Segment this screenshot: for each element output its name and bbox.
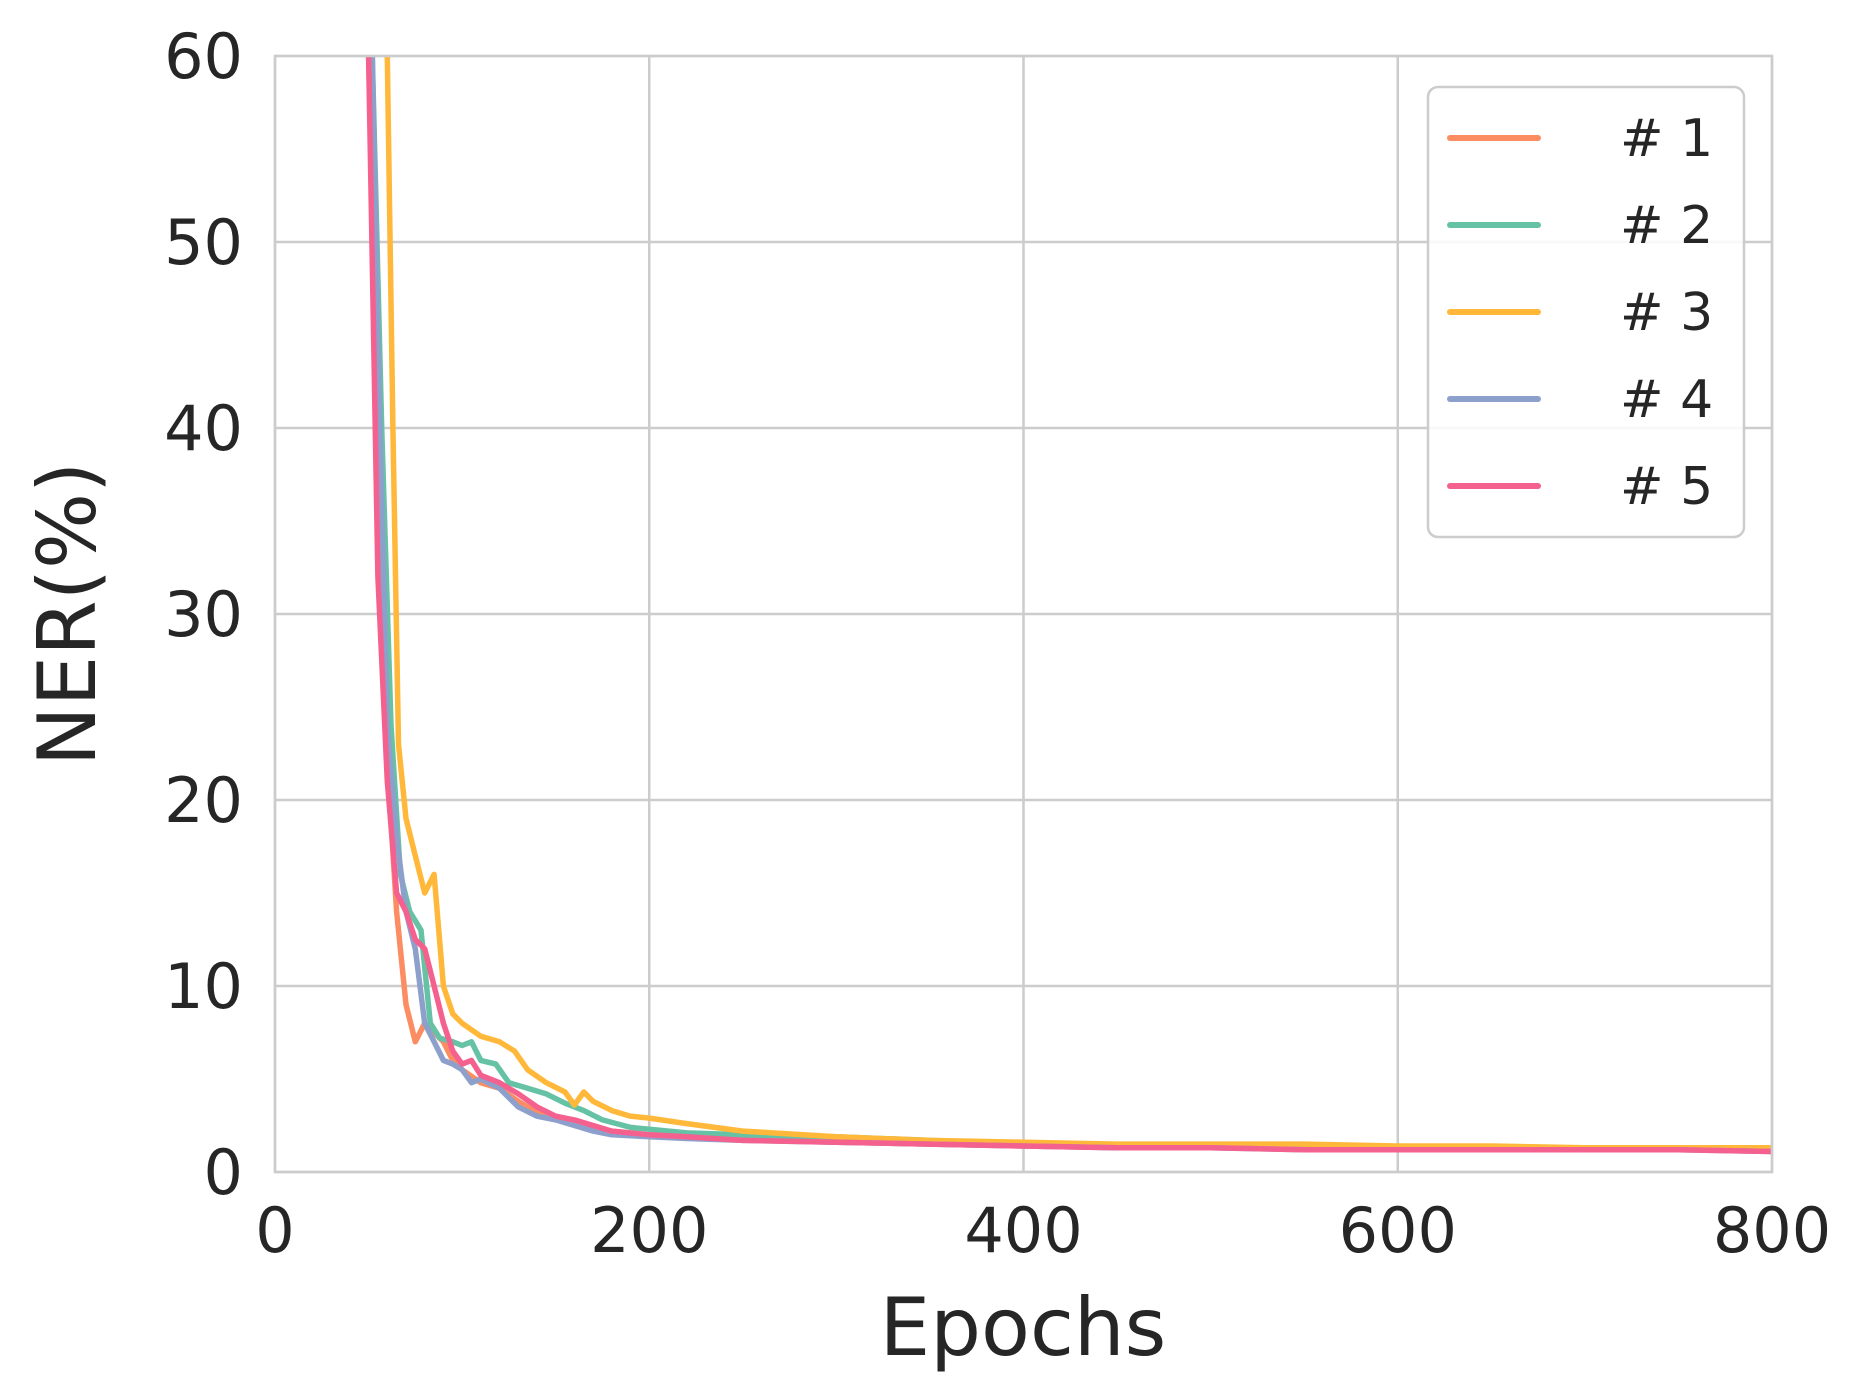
series-line-5 bbox=[365, 56, 1772, 1155]
legend-items: # 1 # 2 # 3 # 4 # 5 bbox=[1447, 109, 1713, 517]
y-tick-label: 50 bbox=[164, 206, 243, 279]
y-tick-label: 30 bbox=[164, 578, 243, 651]
x-axis-label: Epochs bbox=[880, 1281, 1167, 1374]
legend-label: # 2 bbox=[1620, 196, 1713, 256]
legend-label: # 3 bbox=[1620, 283, 1713, 343]
y-tick-labels: 0 10 20 30 40 50 60 bbox=[164, 20, 243, 1209]
series-line-3 bbox=[384, 56, 1772, 1151]
x-tick-labels: 0 200 400 600 800 bbox=[255, 1194, 1831, 1267]
y-tick-label: 0 bbox=[204, 1136, 243, 1209]
x-tick-label: 400 bbox=[964, 1194, 1082, 1267]
x-tick-label: 200 bbox=[590, 1194, 708, 1267]
legend: # 1 # 2 # 3 # 4 # 5 bbox=[1426, 85, 1746, 539]
y-tick-label: 60 bbox=[164, 20, 243, 93]
legend-label: # 1 bbox=[1620, 109, 1713, 169]
y-tick-label: 10 bbox=[164, 950, 243, 1023]
plot-frame bbox=[273, 54, 1774, 1174]
y-tick-label: 40 bbox=[164, 392, 243, 465]
legend-label: # 5 bbox=[1620, 457, 1713, 517]
legend-label: # 4 bbox=[1620, 370, 1713, 430]
x-tick-label: 0 bbox=[255, 1194, 294, 1267]
x-tick-label: 800 bbox=[1713, 1194, 1831, 1267]
y-axis-label: NER(%) bbox=[21, 462, 114, 766]
x-tick-label: 600 bbox=[1339, 1194, 1457, 1267]
y-tick-label: 20 bbox=[164, 764, 243, 837]
series-lines bbox=[365, 56, 1772, 1155]
legend-box bbox=[1426, 85, 1746, 539]
